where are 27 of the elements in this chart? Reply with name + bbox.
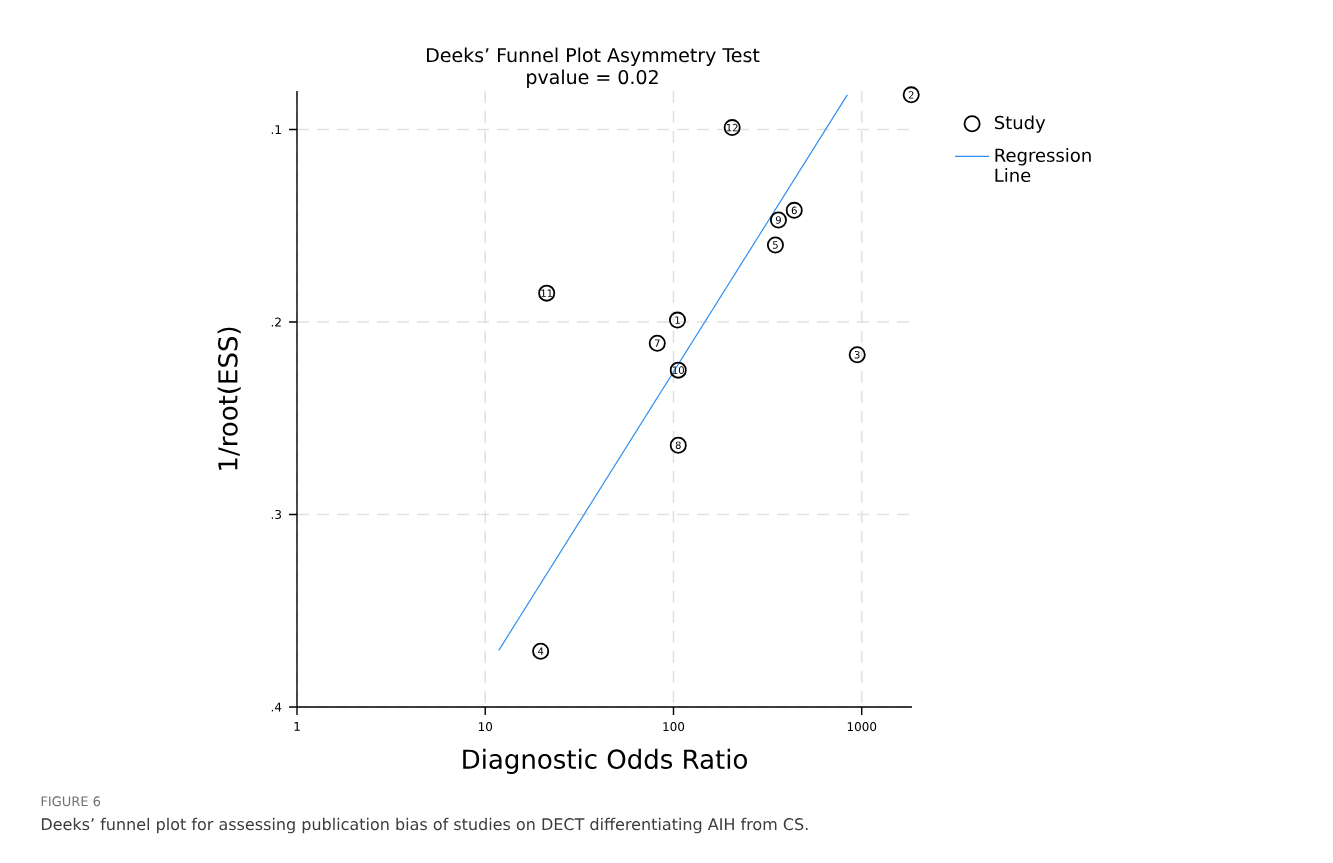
x-tick-label: 10: [478, 722, 493, 732]
x-tick-label: 1: [294, 722, 300, 731]
x-axis-title: Diagnostic Odds Ratio: [463, 748, 747, 775]
annotation: 5: [773, 241, 778, 249]
annotation: 12: [726, 123, 738, 132]
annotation: 2: [908, 91, 914, 99]
annotation: 7: [654, 339, 660, 347]
y-tick-label: .2: [271, 317, 281, 327]
annotation: 6: [791, 206, 797, 215]
y-tick-label: .4: [271, 702, 282, 712]
legend-label: Study: [994, 115, 1046, 133]
annotation: 3: [854, 350, 860, 359]
chart-title: Deeks’ Funnel Plot Asymmetry Test: [427, 47, 760, 66]
y-tick-label: .3: [271, 509, 282, 520]
x-tick-label: 100: [663, 722, 685, 732]
annotation: 8: [675, 441, 681, 449]
caption: FIGURE 6: [41, 796, 101, 807]
annotation: 11: [541, 289, 553, 297]
legend-label: Regression Line: [995, 148, 1091, 183]
text: Deeks’ funnel plot for assessing publication bias of studies on DECT differentiating AIH from CS.: [41, 817, 808, 834]
x-tick-label: 1000: [847, 722, 877, 732]
annotation: 9: [775, 216, 781, 224]
annotation: 4: [537, 647, 544, 655]
y-tick-label: .1: [271, 125, 281, 134]
chart-subtitle: pvalue = 0.02: [527, 69, 658, 88]
annotation: 1: [675, 316, 680, 324]
y-axis-title: 1/root(ESS): [217, 327, 241, 470]
